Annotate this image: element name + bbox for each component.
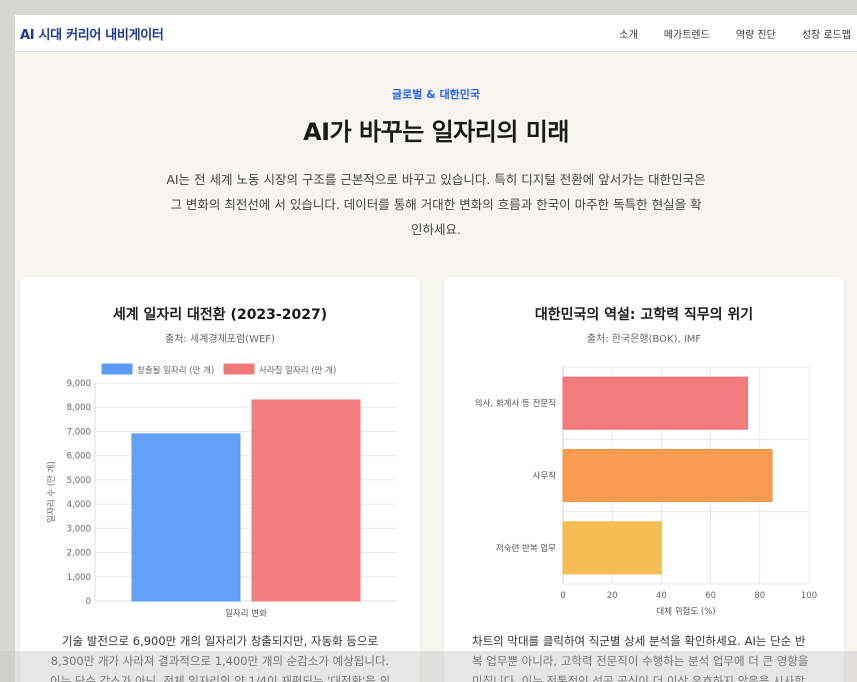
legend-label: 사라질 일자리 (만 개) bbox=[259, 365, 336, 376]
x-tick-label: 0 bbox=[560, 591, 565, 601]
top-navbar: AI 시대 커리어 내비게이터 소개 메가트렌드 역량 진단 성장 로드맵 bbox=[15, 15, 857, 52]
card-title: 대한민국의 역설: 고학력 직무의 위기 bbox=[534, 307, 754, 323]
nav-item-megatrend[interactable]: 메가트렌드 bbox=[663, 29, 710, 41]
nav-menu: 소개 메가트렌드 역량 진단 성장 로드맵 bbox=[593, 26, 851, 41]
risk-bar[interactable] bbox=[562, 376, 748, 430]
y-axis-label: 일자리 수 (만 개) bbox=[46, 461, 57, 523]
global-jobs-chart[interactable]: 창출될 일자리 (만 개) 사라질 일자리 (만 개) 0 1,000 2,000 3,0… bbox=[20, 347, 420, 617]
y-tick-label: 7,000 bbox=[67, 427, 91, 437]
desc-line: 이는 단순 감소가 아닌, 전체 일자리의 약 1/4이 재편되는 '대전환'을… bbox=[49, 674, 391, 682]
bottom-overlay bbox=[0, 651, 857, 682]
risk-bar[interactable] bbox=[562, 521, 662, 575]
desc-line: 복 업무뿐 아니라, 고학력 전문직이 수행하는 분석 업무에 더 큰 영향을 bbox=[472, 654, 809, 668]
bar-created[interactable] bbox=[131, 433, 241, 602]
korea-paradox-card: 대한민국의 역설: 고학력 직무의 위기 출처: 한국은행(BOK), IMF … bbox=[444, 277, 844, 682]
brand-title[interactable]: AI 시대 커리어 내비게이터 bbox=[20, 27, 164, 43]
hero-title: AI가 바꾸는 일자리의 미래 bbox=[303, 118, 569, 146]
card-description: 차트의 막대를 클릭하여 직군별 상세 분석을 확인하세요. AI는 단순 반 … bbox=[444, 631, 844, 682]
nav-item-diagnosis[interactable]: 역량 진단 bbox=[735, 29, 776, 41]
y-tick-label: 0 bbox=[86, 597, 91, 607]
nav-item-roadmap[interactable]: 성장 로드맵 bbox=[801, 29, 851, 41]
hero-intro-line: AI는 전 세계 노동 시장의 구조를 근본적으로 바꾸고 있습니다. 특히 디… bbox=[166, 172, 706, 187]
hero-intro: AI는 전 세계 노동 시장의 구조를 근본적으로 바꾸고 있습니다. 특히 디… bbox=[146, 167, 726, 242]
hero-kicker: 글로벌 & 대한민국 bbox=[391, 88, 481, 101]
y-tick-label: 5,000 bbox=[67, 476, 91, 486]
hero-section: 글로벌 & 대한민국 AI가 바꾸는 일자리의 미래 AI는 전 세계 노동 시… bbox=[15, 52, 857, 242]
y-tick-label: 1,000 bbox=[67, 573, 91, 583]
card-description: 기술 발전으로 6,900만 개의 일자리가 창출되지만, 자동화 등으로 8,… bbox=[20, 631, 420, 682]
x-axis-label: 대체 위험도 (%) bbox=[656, 606, 715, 617]
desc-line: 8,300만 개가 사라져 결과적으로 1,400만 개의 순감소가 예상됩니다… bbox=[50, 654, 390, 668]
x-tick-label: 80 bbox=[754, 591, 765, 601]
legend-swatch bbox=[223, 363, 255, 375]
card-source: 출처: 세계경제포럼(WEF) bbox=[165, 334, 275, 345]
hero-intro-line: 그 변화의 최전선에 서 있습니다. 데이터를 통해 거대한 변화의 흐름과 한… bbox=[170, 197, 702, 212]
legend-label: 창출될 일자리 (만 개) bbox=[137, 365, 214, 376]
page-frame: AI 시대 커리어 내비게이터 소개 메가트렌드 역량 진단 성장 로드맵 글로… bbox=[15, 15, 857, 682]
y-tick-label: 6,000 bbox=[67, 452, 91, 462]
card-source: 출처: 한국은행(BOK), IMF bbox=[586, 334, 702, 345]
bar-lost[interactable] bbox=[251, 399, 361, 602]
risk-bar[interactable] bbox=[562, 448, 773, 503]
desc-line: 미칩니다. 이는 전통적인 성공 공식이 더 이상 유효하지 않음을 시사합 bbox=[472, 674, 805, 682]
y-category-label: 사무직 bbox=[533, 471, 556, 482]
y-category-label: 저숙련 반복 업무 bbox=[496, 543, 556, 554]
y-tick-label: 8,000 bbox=[67, 403, 91, 413]
x-axis-label: 일자리 변화 bbox=[225, 608, 267, 617]
desc-line: 차트의 막대를 클릭하여 직군별 상세 분석을 확인하세요. AI는 단순 반 bbox=[472, 634, 806, 648]
desc-line: 기술 발전으로 6,900만 개의 일자리가 창출되지만, 자동화 등으로 bbox=[61, 634, 379, 648]
y-category-label: 의사, 회계사 등 전문직 bbox=[475, 398, 556, 409]
x-tick-label: 60 bbox=[705, 591, 716, 601]
y-tick-label: 9,000 bbox=[67, 379, 91, 389]
global-jobs-card: 세계 일자리 대전환 (2023-2027) 출처: 세계경제포럼(WEF) 창… bbox=[20, 277, 420, 682]
y-tick-label: 4,000 bbox=[67, 500, 91, 510]
nav-item-intro[interactable]: 소개 bbox=[619, 29, 638, 41]
hero-intro-line: 인하세요. bbox=[411, 222, 461, 237]
card-title: 세계 일자리 대전환 (2023-2027) bbox=[112, 307, 328, 323]
x-tick-label: 40 bbox=[656, 591, 667, 601]
x-tick-label: 100 bbox=[801, 591, 817, 601]
y-tick-label: 2,000 bbox=[67, 549, 91, 559]
legend-swatch bbox=[101, 363, 133, 375]
y-tick-label: 3,000 bbox=[67, 524, 91, 534]
x-tick-label: 20 bbox=[607, 591, 618, 601]
